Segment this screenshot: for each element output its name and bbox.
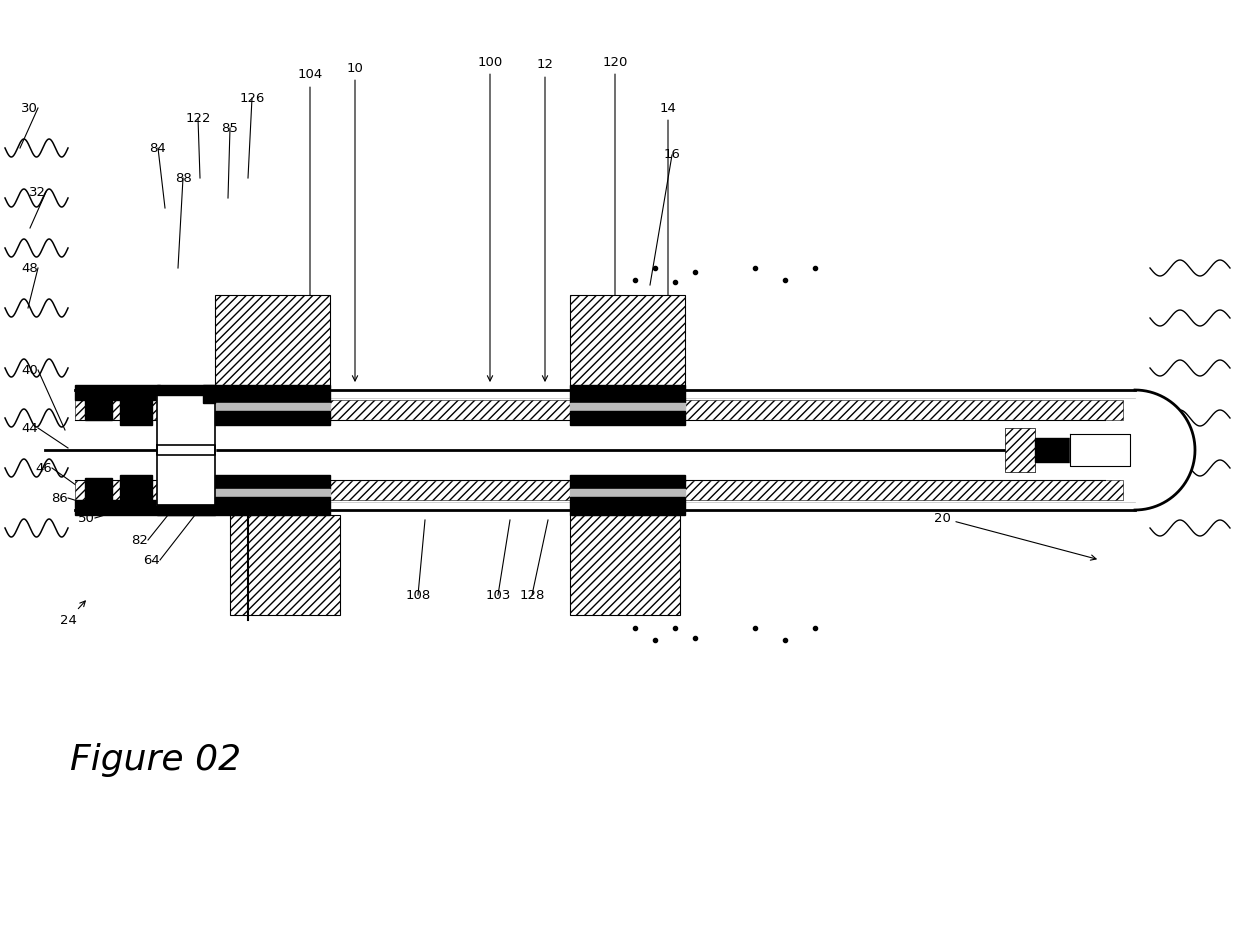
- Polygon shape: [157, 395, 215, 455]
- Text: 32: 32: [29, 185, 46, 198]
- Polygon shape: [570, 475, 684, 489]
- Polygon shape: [86, 478, 112, 503]
- Bar: [74, 480, 1123, 500]
- Polygon shape: [157, 505, 215, 515]
- Text: 50: 50: [78, 512, 95, 525]
- Text: 100: 100: [477, 56, 502, 381]
- Bar: [570, 295, 684, 390]
- Bar: [570, 515, 680, 615]
- Polygon shape: [157, 445, 215, 505]
- Text: 40: 40: [21, 364, 38, 377]
- Text: 85: 85: [222, 122, 238, 135]
- Polygon shape: [570, 385, 684, 403]
- Bar: [1004, 428, 1035, 472]
- Text: 24: 24: [60, 601, 86, 627]
- Text: 46: 46: [35, 461, 52, 474]
- Text: 86: 86: [51, 491, 68, 504]
- Text: 104: 104: [298, 69, 322, 381]
- Polygon shape: [215, 489, 330, 497]
- Polygon shape: [570, 403, 684, 411]
- Polygon shape: [570, 411, 684, 425]
- Text: 10: 10: [346, 61, 363, 381]
- Text: 48: 48: [21, 261, 38, 274]
- Text: Figure 02: Figure 02: [69, 743, 241, 777]
- Text: 128: 128: [520, 589, 544, 602]
- Text: 16: 16: [663, 149, 681, 162]
- Polygon shape: [74, 500, 215, 515]
- Polygon shape: [203, 385, 215, 403]
- Polygon shape: [1035, 438, 1070, 462]
- Polygon shape: [1070, 434, 1130, 466]
- Text: 20: 20: [934, 512, 1096, 560]
- Text: 64: 64: [144, 553, 160, 566]
- Text: 120: 120: [603, 56, 627, 386]
- Polygon shape: [120, 475, 153, 510]
- Text: 14: 14: [660, 101, 677, 386]
- Polygon shape: [157, 385, 215, 395]
- Bar: [215, 295, 330, 390]
- Polygon shape: [86, 395, 112, 420]
- Polygon shape: [215, 403, 330, 411]
- Text: 102: 102: [317, 564, 342, 577]
- Polygon shape: [570, 489, 684, 497]
- Text: 82: 82: [131, 534, 148, 547]
- Text: 84: 84: [150, 141, 166, 154]
- Text: 106: 106: [278, 589, 303, 602]
- Polygon shape: [215, 385, 330, 403]
- Polygon shape: [120, 390, 153, 425]
- Text: 88: 88: [175, 171, 191, 184]
- Text: 103: 103: [485, 589, 511, 602]
- Polygon shape: [215, 475, 330, 489]
- Polygon shape: [74, 385, 215, 400]
- Text: 108: 108: [405, 589, 430, 602]
- Text: 122: 122: [185, 112, 211, 125]
- Bar: [74, 400, 1123, 420]
- Text: 126: 126: [239, 91, 264, 104]
- Text: 44: 44: [21, 421, 38, 434]
- Text: 30: 30: [21, 101, 38, 114]
- Bar: [229, 515, 340, 615]
- Text: 12: 12: [537, 59, 553, 381]
- Polygon shape: [215, 497, 330, 515]
- Polygon shape: [570, 497, 684, 515]
- Polygon shape: [215, 411, 330, 425]
- Polygon shape: [1135, 390, 1195, 510]
